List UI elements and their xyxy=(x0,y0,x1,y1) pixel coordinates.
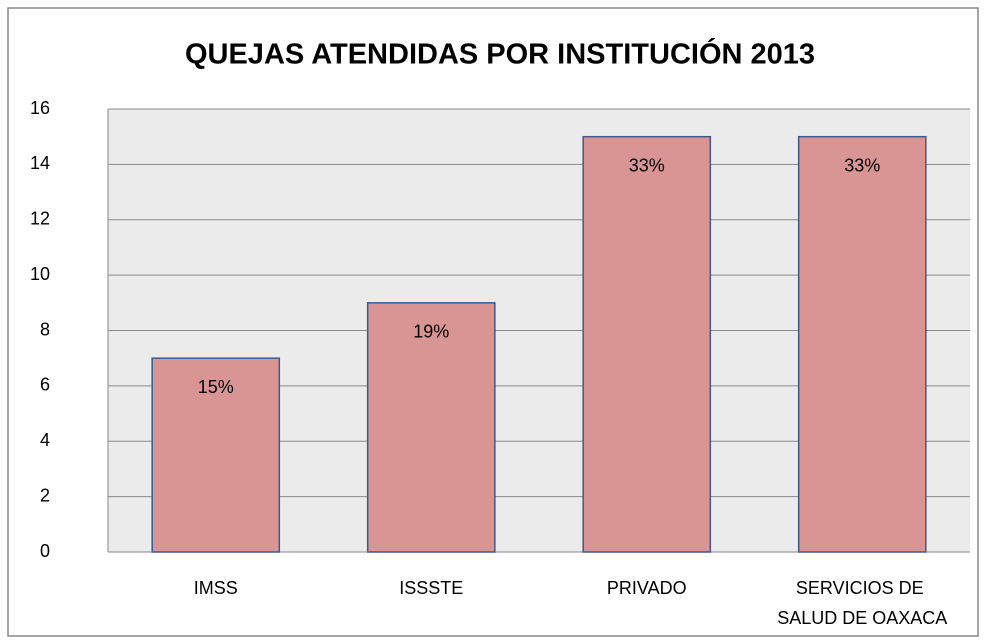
y-tick-label: 2 xyxy=(40,485,50,505)
y-tick-label: 14 xyxy=(30,153,50,173)
y-tick-label: 12 xyxy=(30,209,50,229)
data-label: 15% xyxy=(198,377,234,397)
y-tick-label: 4 xyxy=(40,430,50,450)
x-tick-label: PRIVADO xyxy=(607,578,687,598)
x-tick-label: IMSS xyxy=(194,578,238,598)
data-label: 33% xyxy=(629,155,665,175)
bar xyxy=(582,135,712,553)
x-tick-label: ISSSTE xyxy=(399,578,463,598)
bar xyxy=(366,302,496,553)
y-tick-label: 16 xyxy=(30,98,50,118)
bar xyxy=(151,357,281,553)
y-tick-label: 6 xyxy=(40,375,50,395)
x-tick-label: SERVICIOS DE SALUD DE OAXACA xyxy=(777,578,947,628)
y-tick-label: 10 xyxy=(30,264,50,284)
bar xyxy=(797,135,927,553)
y-tick-label: 0 xyxy=(40,541,50,561)
chart-title: QUEJAS ATENDIDAS POR INSTITUCIÓN 2013 xyxy=(185,37,815,71)
y-tick-label: 8 xyxy=(40,319,50,339)
data-label: 33% xyxy=(844,155,880,175)
data-label: 19% xyxy=(413,322,449,342)
